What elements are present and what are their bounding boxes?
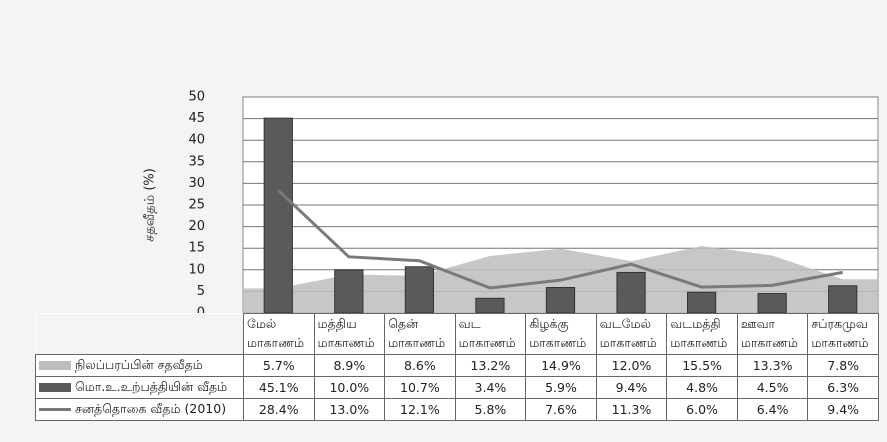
- data-label: 5.8%: [454, 398, 527, 421]
- series-row: மொ.உ.உற்பத்தியின் வீதம் 45.1% 10.0% 10.7% 3.…: [35, 376, 879, 399]
- data-label: 5.9%: [525, 376, 597, 399]
- y-tick-label: 35: [188, 154, 205, 169]
- data-label: 8.9%: [313, 354, 386, 377]
- data-label: 12.1%: [384, 398, 456, 421]
- data-label: 11.3%: [595, 398, 668, 421]
- series-row: சனத்தொகை வீதம் (2010) 28.4% 13.0% 12.1% 5.8%…: [35, 398, 879, 421]
- bar: [263, 117, 293, 314]
- data-label: 7.6%: [525, 398, 597, 421]
- data-label: 4.5%: [736, 376, 809, 399]
- data-label: 6.3%: [807, 376, 879, 399]
- x-tick-label: சப்ரகமுவ மாகாணம்: [807, 313, 879, 355]
- data-label: 7.8%: [807, 354, 879, 377]
- y-tick-label: 5: [197, 284, 205, 299]
- bar: [334, 269, 364, 314]
- line: [277, 189, 843, 290]
- y-tick-label: 45: [188, 111, 205, 126]
- x-tick-label: வட மாகாணம்: [454, 313, 527, 355]
- data-label: 9.4%: [595, 376, 668, 399]
- series-row: நிலப்பரப்பின் சதவீதம் 5.7% 8.9% 8.6% 13.2% 14…: [35, 354, 879, 377]
- bar: [545, 287, 576, 314]
- bar: [828, 285, 858, 314]
- table-corner: [35, 313, 244, 355]
- bar: [404, 266, 434, 314]
- legend-entry: மொ.உ.உற்பத்தியின் வீதம்: [35, 376, 244, 399]
- data-label: 6.4%: [736, 398, 809, 421]
- bar: [687, 291, 717, 314]
- data-label: 6.0%: [666, 398, 738, 421]
- legend-label: நிலப்பரப்பின் சதவீதம்: [75, 357, 203, 372]
- x-tick-label: ஊவா மாகாணம்: [736, 313, 809, 355]
- bar: [616, 271, 646, 314]
- y-axis-title: சதவீதம் (%): [143, 168, 158, 242]
- data-label: 8.6%: [384, 354, 456, 377]
- data-label: 13.0%: [313, 398, 386, 421]
- data-label: 13.3%: [736, 354, 809, 377]
- data-label: 28.4%: [243, 398, 315, 421]
- data-label: 12.0%: [595, 354, 668, 377]
- x-tick-label: வடமேல் மாகாணம்: [595, 313, 668, 355]
- data-label: 9.4%: [807, 398, 879, 421]
- bar: [475, 297, 505, 314]
- legend-label: சனத்தொகை வீதம் (2010): [75, 401, 227, 416]
- data-label: 5.7%: [243, 354, 315, 377]
- y-tick-label: 25: [188, 198, 205, 213]
- x-tick-label: வடமத்தி மாகாணம்: [666, 313, 738, 355]
- data-label: 3.4%: [454, 376, 527, 399]
- legend-entry: நிலப்பரப்பின் சதவீதம்: [35, 354, 244, 377]
- legend-key: [39, 383, 71, 392]
- legend-key: [39, 408, 71, 411]
- legend-entry: சனத்தொகை வீதம் (2010): [35, 398, 244, 421]
- x-tick-label: கிழக்கு மாகாணம்: [525, 313, 597, 355]
- data-label: 15.5%: [666, 354, 738, 377]
- y-tick-label: 50: [188, 90, 205, 105]
- x-tick-label: தென் மாகாணம்: [384, 313, 456, 355]
- y-tick-label: 10: [188, 262, 205, 277]
- data-label: 10.7%: [384, 376, 456, 399]
- data-label: 13.2%: [454, 354, 527, 377]
- data-label: 45.1%: [243, 376, 315, 399]
- y-tick-label: 15: [188, 241, 205, 256]
- y-tick-label: 30: [188, 176, 205, 191]
- y-tick-label: 20: [188, 219, 205, 234]
- data-label: 4.8%: [666, 376, 738, 399]
- y-tick-label: 40: [188, 133, 205, 148]
- data-label: 14.9%: [525, 354, 597, 377]
- bar: [757, 293, 787, 314]
- category-row: மேல் மாகாணம் மத்திய மாகாணம் தென் மாகாணம் வட…: [35, 313, 879, 355]
- data-table: மேல் மாகாணம் மத்திய மாகாணம் தென் மாகாணம் வட…: [35, 313, 879, 421]
- x-tick-label: மத்திய மாகாணம்: [313, 313, 386, 355]
- legend-label: மொ.உ.உற்பத்தியின் வீதம்: [75, 379, 228, 394]
- data-label: 10.0%: [313, 376, 386, 399]
- x-tick-label: மேல் மாகாணம்: [243, 313, 315, 355]
- legend-key: [39, 361, 71, 370]
